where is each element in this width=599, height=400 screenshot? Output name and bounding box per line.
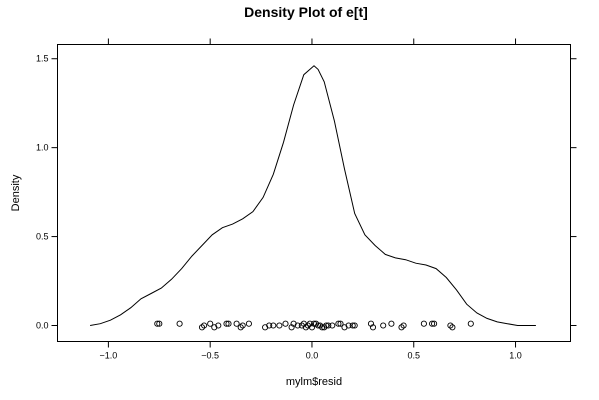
residual-point bbox=[215, 322, 222, 329]
density-curve bbox=[90, 65, 536, 326]
residual-point bbox=[369, 324, 377, 331]
residual-point bbox=[429, 320, 436, 327]
residual-point bbox=[276, 322, 283, 329]
chart-title: Density Plot of e[t] bbox=[244, 4, 368, 20]
residual-point bbox=[388, 320, 395, 327]
x-tick-label: 1.0 bbox=[509, 351, 522, 361]
y-axis: 0.0 0.5 1.0 1.5 bbox=[36, 54, 577, 330]
residual-point bbox=[233, 320, 240, 327]
residual-point bbox=[400, 322, 407, 329]
residual-point bbox=[225, 320, 232, 327]
residual-point bbox=[325, 322, 332, 329]
x-axis-label: mylm$resid bbox=[286, 376, 342, 388]
residual-point bbox=[302, 324, 309, 331]
residual-point bbox=[349, 322, 356, 329]
residual-point bbox=[245, 320, 252, 327]
residual-point bbox=[351, 322, 358, 329]
residual-point bbox=[431, 320, 438, 327]
residual-points bbox=[154, 320, 474, 331]
x-tick-label: 0.5 bbox=[407, 351, 420, 361]
y-tick-label: 0.5 bbox=[36, 232, 49, 242]
residual-point bbox=[337, 320, 344, 327]
x-tick-label: −0.5 bbox=[201, 351, 219, 361]
residual-point bbox=[335, 320, 342, 327]
residual-point bbox=[266, 322, 273, 329]
y-axis-label: Density bbox=[10, 174, 22, 211]
residual-point bbox=[176, 320, 183, 327]
x-tick-label: 0.0 bbox=[306, 351, 319, 361]
residual-point bbox=[294, 322, 301, 329]
residual-point bbox=[207, 320, 214, 327]
x-axis: −1.0 −0.5 0.0 0.5 1.0 bbox=[100, 38, 522, 361]
residual-point bbox=[323, 322, 330, 329]
y-tick-label: 1.5 bbox=[36, 54, 49, 64]
residual-point bbox=[270, 322, 277, 329]
residual-point bbox=[329, 322, 336, 329]
residual-point bbox=[380, 322, 387, 329]
residual-point bbox=[467, 320, 474, 327]
y-tick-label: 0.0 bbox=[36, 320, 49, 330]
residual-point bbox=[156, 320, 163, 327]
residual-point bbox=[201, 322, 208, 329]
residual-point bbox=[282, 320, 289, 327]
plot-frame bbox=[57, 44, 571, 342]
residual-point bbox=[420, 320, 427, 327]
residual-point bbox=[237, 324, 244, 331]
residual-point bbox=[154, 320, 161, 327]
residual-point bbox=[449, 324, 456, 331]
y-tick-label: 1.0 bbox=[36, 143, 49, 153]
residual-point bbox=[239, 322, 246, 329]
residual-point bbox=[447, 322, 454, 329]
x-tick-label: −1.0 bbox=[100, 351, 118, 361]
residual-point bbox=[223, 320, 230, 327]
residual-point bbox=[345, 322, 352, 329]
